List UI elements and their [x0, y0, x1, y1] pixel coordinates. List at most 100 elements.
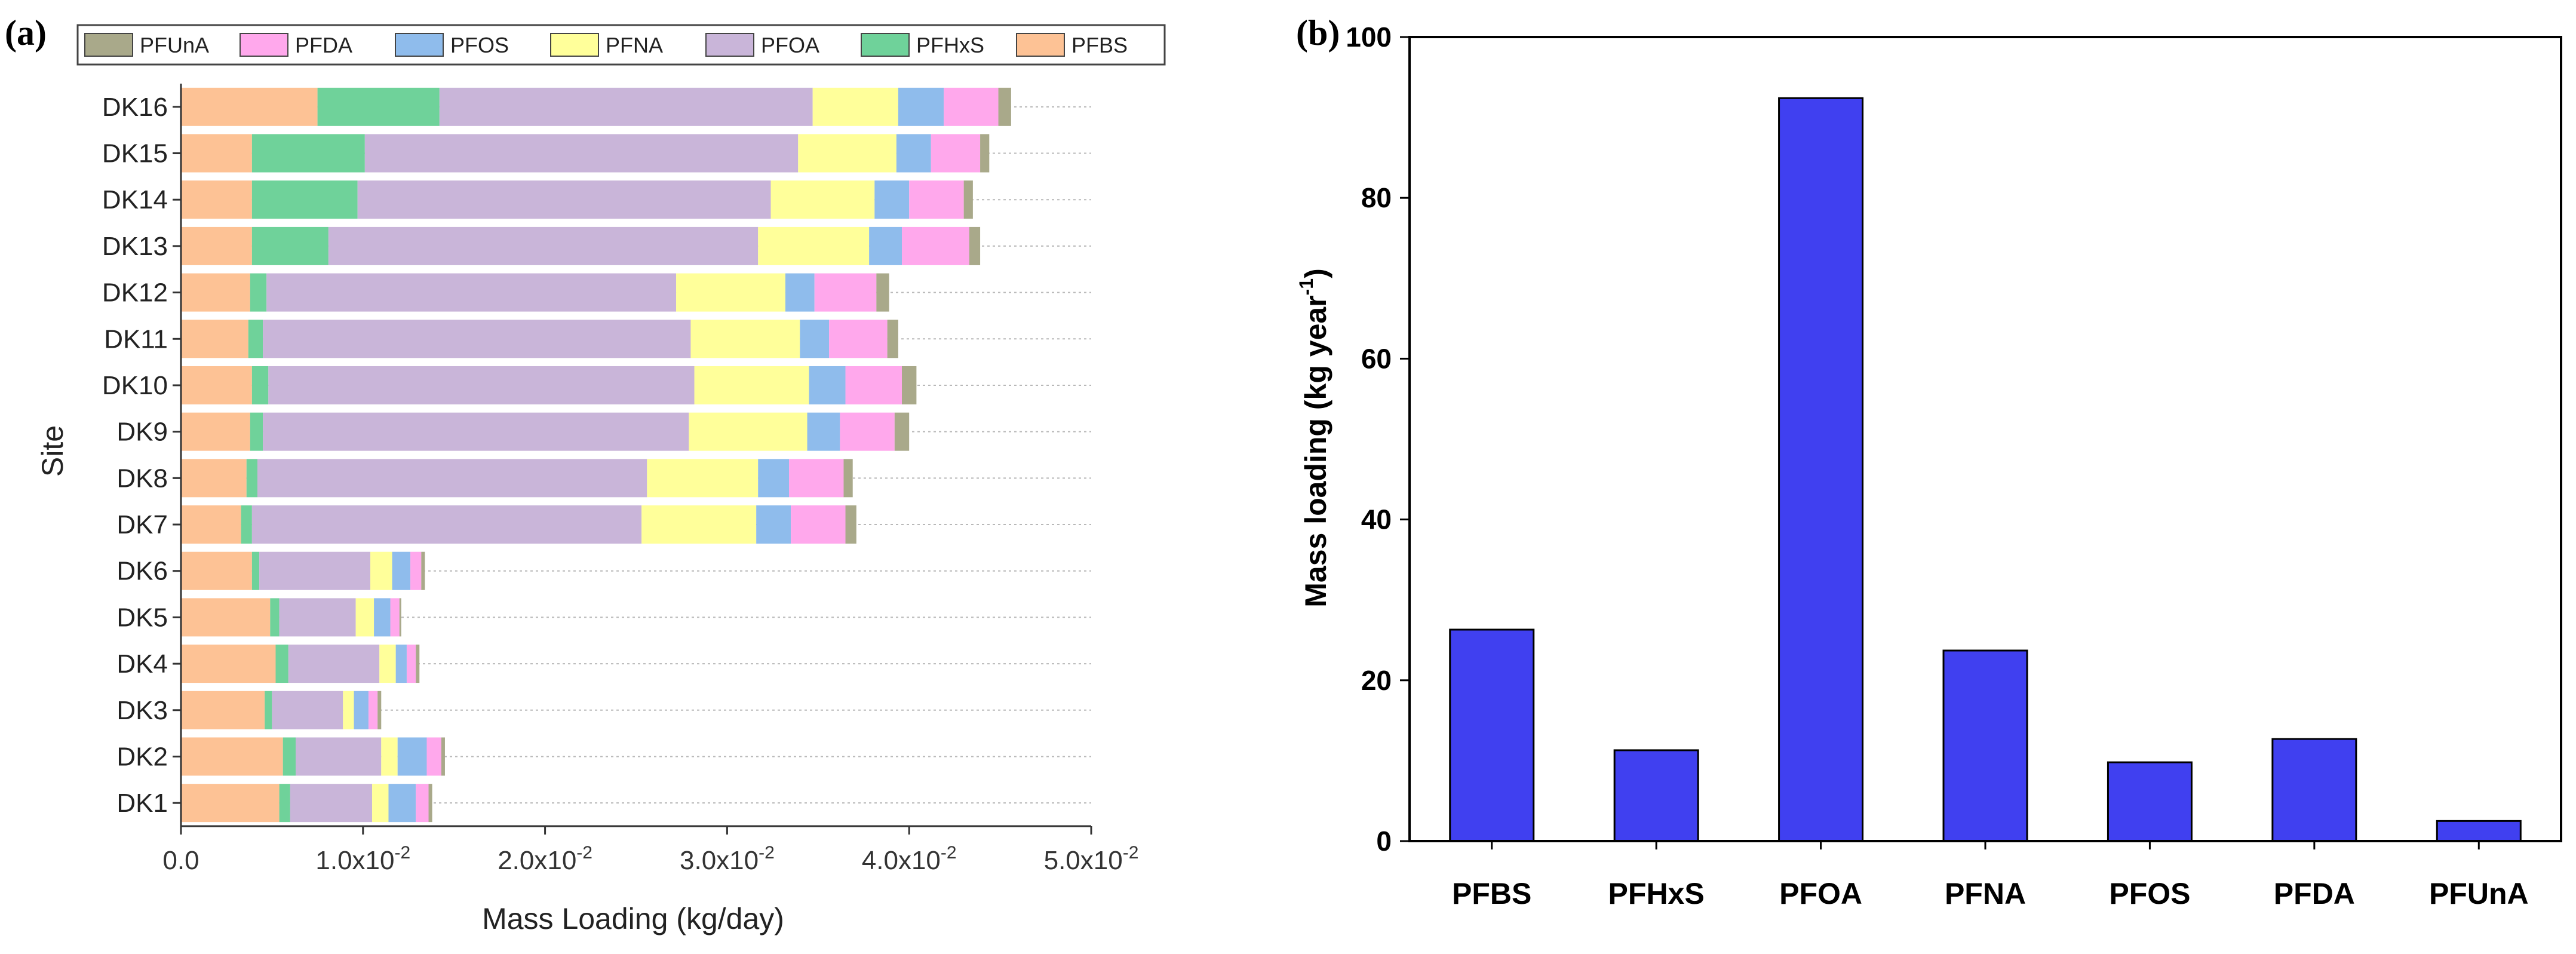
bar-segment [807, 412, 840, 451]
bar-segment [902, 366, 917, 404]
legend-swatch [550, 33, 599, 57]
site-label: DK3 [116, 696, 168, 725]
bar-segment [758, 459, 790, 498]
bar-segment [416, 784, 429, 823]
category-label: PFNA [1945, 877, 2026, 910]
bar-segment [270, 598, 280, 637]
bar-segment [894, 412, 910, 451]
bar-segment [263, 412, 689, 451]
y-axis-title-main: Mass loading (kg year [1299, 295, 1332, 607]
bar-segment [181, 180, 252, 219]
bar-segment [251, 134, 365, 173]
bar-segment [246, 459, 258, 498]
y-tick-label: 20 [1361, 665, 1392, 696]
bar [1942, 649, 2028, 842]
bar [2271, 738, 2357, 842]
x-tick-label: 3.0x10-2 [680, 843, 775, 875]
category-label: PFOA [1779, 877, 1862, 910]
bar-segment [392, 551, 411, 590]
bar-segment [770, 180, 875, 219]
bar [1449, 628, 1535, 842]
bar-segment [887, 320, 898, 358]
bar-segment [241, 505, 252, 544]
x-tick-exponent: -2 [576, 843, 592, 863]
site-label: DK6 [116, 557, 168, 586]
x-tick-mantissa: 1.0x10 [315, 846, 394, 875]
panel-b-label: (b) [1296, 13, 1340, 53]
legend-label: PFUnA [140, 33, 209, 57]
bar-segment [248, 320, 263, 358]
y-tick-label: 80 [1361, 182, 1392, 213]
bar-segment [288, 645, 380, 683]
site-label: DK7 [116, 510, 168, 539]
bar-segment [181, 226, 252, 265]
bar-segment [370, 551, 392, 590]
category-label: PFBS [1452, 877, 1531, 910]
site-label: DK12 [102, 278, 168, 308]
bar-segment [251, 505, 642, 544]
bar-segment [364, 134, 799, 173]
bar-segment [676, 273, 785, 312]
bar-segment [250, 412, 263, 451]
bar-segment [368, 691, 378, 729]
bar-segment [931, 134, 981, 173]
bar-segment [181, 505, 241, 544]
bar-segment [181, 412, 250, 451]
bar-segment [181, 320, 248, 358]
y-tick-label: 60 [1361, 343, 1392, 374]
y-axis-title: Site [36, 425, 69, 477]
bar-segment [357, 180, 771, 219]
bar-segment [439, 87, 813, 126]
legend-swatch [84, 33, 133, 57]
bar-segment [395, 645, 407, 683]
bar-segment [181, 551, 252, 590]
bar-segment [426, 737, 441, 776]
legend-swatch [1016, 33, 1065, 57]
bar-segment [406, 645, 416, 683]
bar-segment [814, 273, 877, 312]
bar-segment [251, 366, 269, 404]
bar-segment [372, 784, 389, 823]
bar-segment [689, 412, 808, 451]
legend-swatch [861, 33, 910, 57]
bar-segment [647, 459, 759, 498]
axes [1400, 36, 2562, 849]
x-tick-mantissa: 3.0x10 [680, 846, 759, 875]
legend-label: PFNA [606, 33, 663, 57]
site-label: DK13 [102, 232, 168, 261]
bar-segment [421, 551, 425, 590]
bar [1613, 749, 1699, 842]
legend-label: PFBS [1071, 33, 1128, 57]
x-axis-title: Mass Loading (kg/day) [482, 902, 784, 935]
bar-segment [944, 87, 999, 126]
bar-segment [789, 459, 844, 498]
x-tick-label: 1.0x10-2 [315, 843, 410, 875]
site-label: DK2 [116, 742, 168, 771]
bar-segment [845, 505, 856, 544]
category-labels: PFBS PFHxS PFOA PFNA PFOS PFDA PFUnA [1452, 877, 2529, 910]
site-label: DK14 [102, 185, 168, 214]
bar-segment [829, 320, 888, 358]
site-label: DK11 [104, 324, 168, 354]
bar [2107, 761, 2193, 842]
x-tick-label: 0.0 [162, 846, 199, 875]
bar-segment [181, 273, 250, 312]
x-tick-exponent: -2 [395, 843, 411, 863]
bar-segment [410, 551, 422, 590]
x-tick-exponent: -2 [941, 843, 957, 863]
legend-label: PFDA [295, 33, 352, 57]
bar-segment [785, 273, 815, 312]
bar-segment [181, 691, 265, 729]
x-tick-mantissa: 5.0x10 [1044, 846, 1123, 875]
bar-segments [181, 87, 1011, 823]
stacked-bar-chart-site-mass-loading: DK1 DK2 DK3 DK4 DK5 DK6 DK7 DK8 DK9 DK10 DK11 DK12 D… [36, 24, 1166, 935]
bar-segment [428, 784, 432, 823]
y-tick-label: 40 [1361, 504, 1392, 535]
bar-segment [181, 87, 318, 126]
bar-segment [181, 134, 252, 173]
site-label: DK10 [102, 371, 168, 400]
y-tick-label: 100 [1346, 22, 1392, 53]
y-axis-title-exponent: -1 [1295, 278, 1317, 295]
bar-segment [397, 737, 427, 776]
